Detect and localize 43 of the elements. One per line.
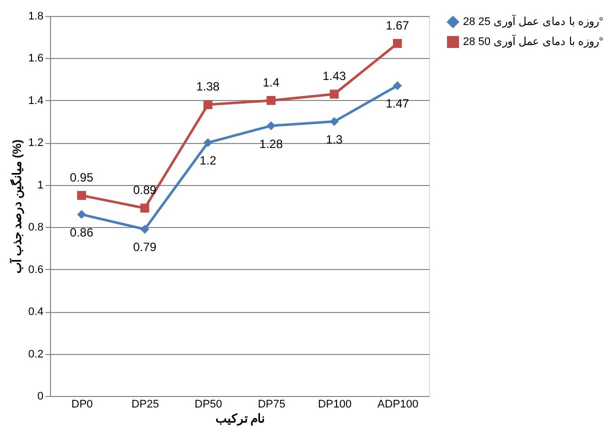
y-tick-label: 1.2 <box>28 137 44 150</box>
point <box>203 138 212 148</box>
x-axis-title: نام ترکیب <box>215 412 265 426</box>
data-label: 1.4 <box>262 75 280 90</box>
point <box>77 190 86 200</box>
point <box>266 96 276 105</box>
point <box>392 38 402 48</box>
data-label: 0.86 <box>70 225 94 240</box>
data-label: 0.95 <box>70 170 94 184</box>
x-tick-label: DP0 <box>71 398 93 410</box>
y-tick-label: 1.8 <box>28 10 44 22</box>
y-tick-label: 0 <box>37 390 44 402</box>
data-label: 1.67 <box>386 18 410 32</box>
legend-label: 28 روزه با دمای عمل آوری 25° <box>463 15 604 28</box>
data-label: 1.2 <box>200 154 217 168</box>
data-label: 0.79 <box>133 240 157 254</box>
point <box>140 224 150 234</box>
y-tick-label: 0.4 <box>28 306 44 318</box>
point <box>392 81 402 90</box>
x-tick-label: DP50 <box>194 398 222 410</box>
y-tick-label: 1.4 <box>28 94 44 107</box>
data-label: 1.47 <box>386 96 410 111</box>
legend-label: 28 روزه با دمای عمل آوری 50° <box>463 35 604 48</box>
point <box>140 204 150 213</box>
point <box>330 90 339 99</box>
y-axis-title: میانگین درصد جذب آب (%) <box>8 139 26 274</box>
data-label: 1.28 <box>259 136 284 151</box>
point <box>330 117 339 126</box>
y-tick-label: 0.6 <box>28 264 44 276</box>
data-label: 1.38 <box>196 80 220 94</box>
y-tick-label: 0.8 <box>28 222 44 234</box>
data-label: 1.3 <box>326 132 343 147</box>
point <box>77 210 86 219</box>
y-tick-label: 1.6 <box>28 52 44 65</box>
data-label: 1.43 <box>322 69 346 84</box>
y-tick-label: 1 <box>37 179 44 192</box>
y-tick-label: 0.2 <box>28 348 44 360</box>
x-tick-label: ADP100 <box>377 398 418 410</box>
x-tick-label: DP25 <box>131 398 160 410</box>
point <box>266 121 276 130</box>
x-tick-label: DP75 <box>258 398 286 410</box>
point <box>203 100 212 110</box>
x-tick-label: DP100 <box>318 398 352 410</box>
